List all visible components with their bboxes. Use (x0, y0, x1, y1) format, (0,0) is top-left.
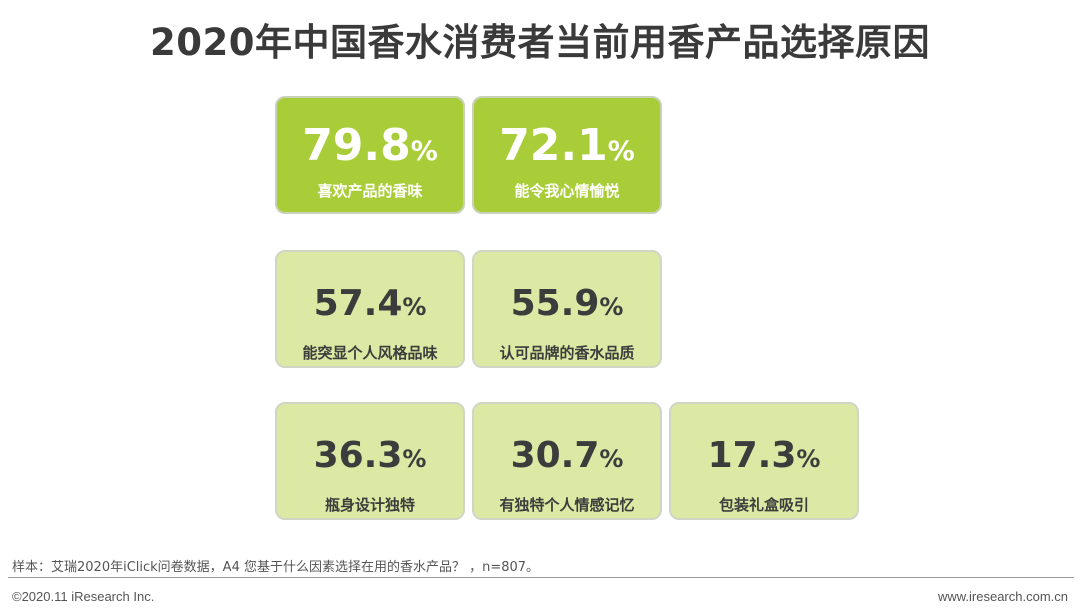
stat-label: 能令我心情愉悦 (514, 182, 620, 200)
footer-divider (8, 577, 1074, 578)
stat-tile: 36.3% 瓶身设计独特 (275, 402, 465, 520)
stat-tile: 57.4% 能突显个人风格品味 (275, 250, 465, 368)
sample-note: 样本：艾瑞2020年iClick问卷数据，A4 您基于什么因素选择在用的香水产品… (12, 560, 540, 575)
stat-value: 36.3% (313, 435, 427, 476)
website-link[interactable]: www.iresearch.com.cn (937, 589, 1068, 604)
stat-label: 有独特个人情感记忆 (499, 496, 635, 514)
stat-label: 瓶身设计独特 (324, 496, 415, 514)
stat-tile: 55.9% 认可品牌的香水品质 (472, 250, 662, 368)
stat-label: 喜欢产品的香味 (317, 182, 423, 200)
stat-value: 55.9% (510, 283, 624, 324)
stat-value: 72.1% (499, 120, 635, 171)
stat-tile: 30.7% 有独特个人情感记忆 (472, 402, 662, 520)
stat-tile: 72.1% 能令我心情愉悦 (472, 96, 662, 214)
stat-value: 79.8% (302, 120, 438, 171)
stat-label: 认可品牌的香水品质 (499, 344, 635, 362)
chart-title: 2020年中国香水消费者当前用香产品选择原因 (150, 21, 930, 64)
stat-value: 17.3% (707, 435, 821, 476)
stat-label: 能突显个人风格品味 (302, 344, 438, 362)
stat-tile: 79.8% 喜欢产品的香味 (275, 96, 465, 214)
copyright: ©2020.11 iResearch Inc. (12, 589, 155, 604)
stat-label: 包装礼盒吸引 (718, 496, 809, 514)
stat-value: 30.7% (510, 435, 624, 476)
stat-tile: 17.3% 包装礼盒吸引 (669, 402, 859, 520)
stat-value: 57.4% (313, 283, 427, 324)
